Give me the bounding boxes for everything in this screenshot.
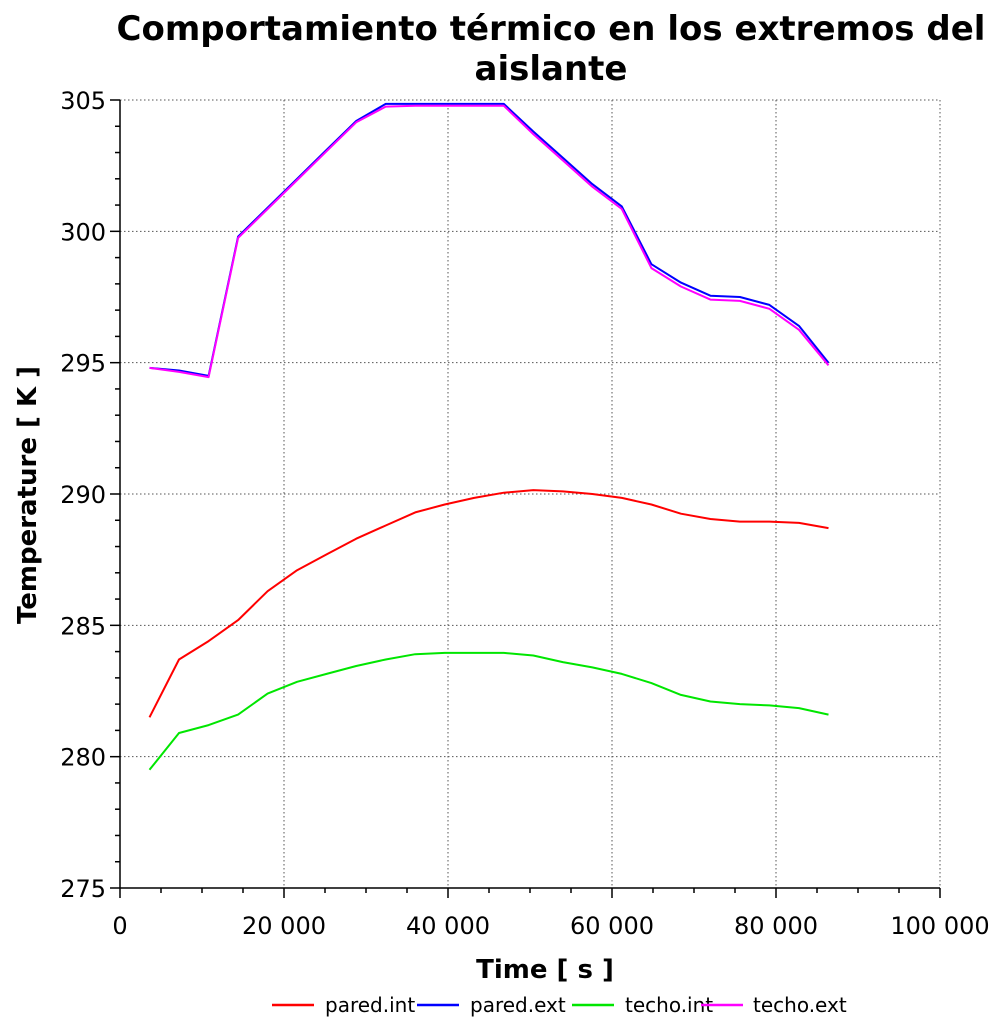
- y-tick-label: 275: [60, 875, 106, 903]
- chart-title-line-1: Comportamiento térmico en los extremos d…: [117, 9, 986, 49]
- series-line-pared-ext: [149, 102, 830, 377]
- y-tick-label: 290: [60, 481, 106, 509]
- x-tick-label: 20 000: [242, 912, 326, 940]
- x-tick-label: 80 000: [734, 912, 818, 940]
- legend-label-pared-ext: pared.ext: [470, 993, 566, 1017]
- legend-label-techo-int: techo.int: [625, 993, 713, 1017]
- y-tick-label: 280: [60, 744, 106, 772]
- series-line-techo-int: [148, 651, 829, 771]
- tick-labels: 275 280 285 290 295 300 305 0 20 000 40 000 60 000…: [60, 87, 989, 940]
- x-tick-label: 0: [112, 912, 127, 940]
- y-tick-label: 300: [60, 218, 106, 246]
- axes: [110, 99, 941, 898]
- y-tick-label: 295: [60, 350, 106, 378]
- grid-lines: [119, 99, 941, 889]
- legend-label-pared-int: pared.int: [325, 993, 415, 1017]
- x-tick-label: 100 000: [890, 912, 989, 940]
- series-line-techo-ext: [149, 104, 830, 379]
- x-axis-label: Time [ s ]: [476, 955, 614, 985]
- legend: pared.int pared.ext techo.int techo.ext: [272, 993, 847, 1017]
- x-tick-label: 60 000: [570, 912, 654, 940]
- chart-title-line-2: aislante: [475, 49, 628, 89]
- legend-label-techo-ext: techo.ext: [753, 993, 847, 1017]
- y-tick-label: 305: [60, 87, 106, 115]
- y-tick-label: 285: [60, 612, 106, 640]
- x-tick-label: 40 000: [406, 912, 490, 940]
- y-axis-label: Temperature [ K ]: [13, 366, 43, 624]
- series-line-pared-int: [148, 489, 829, 718]
- series-lines: [148, 102, 830, 771]
